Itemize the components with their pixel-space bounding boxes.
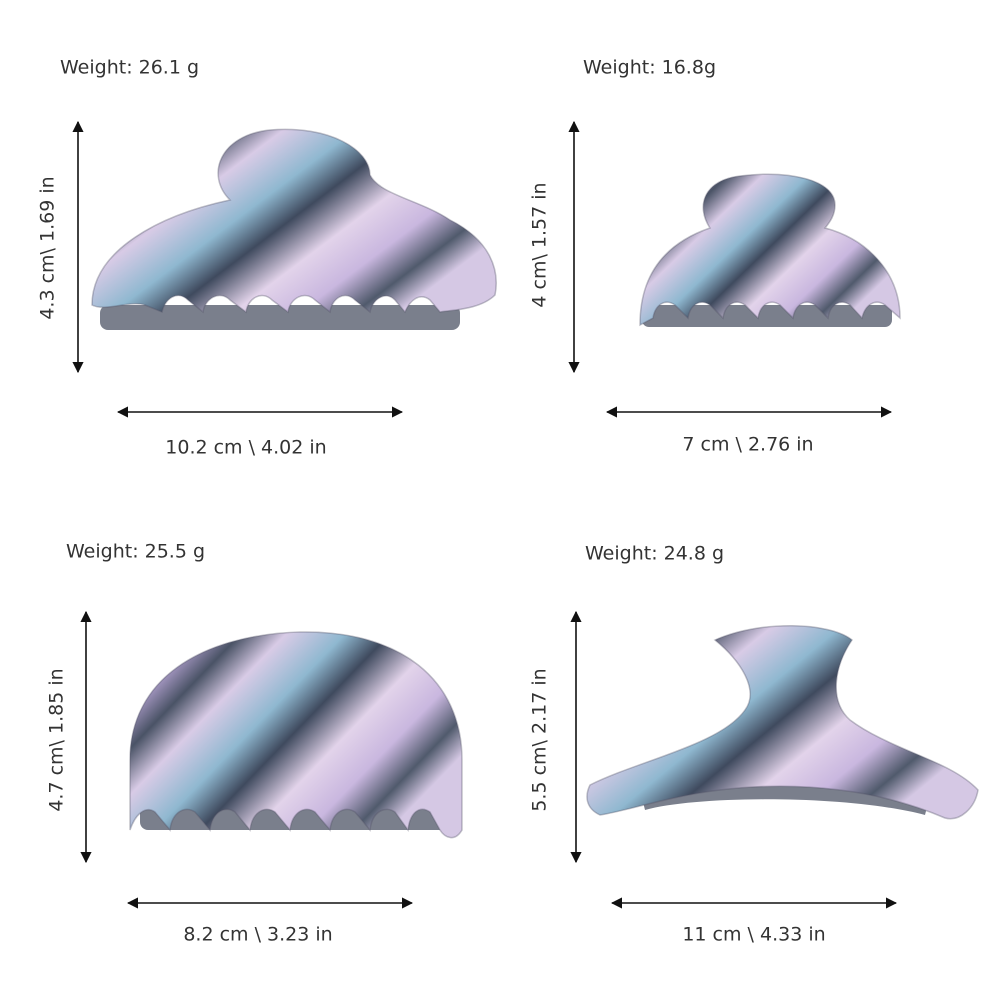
hair-clip (91, 128, 497, 330)
width-label: 8.2 cm \ 3.23 in (183, 924, 332, 946)
width-label: 10.2 cm \ 4.02 in (165, 437, 326, 459)
hair-clip (639, 173, 901, 327)
height-label: 5.5 cm\ 2.17 in (529, 668, 551, 811)
weight: Weight: 16.8g (583, 57, 716, 79)
width-label: 7 cm \ 2.76 in (682, 434, 813, 456)
hair-clip (129, 631, 463, 839)
weight: Weight: 25.5 g (66, 541, 205, 563)
height-label: 4.7 cm\ 1.85 in (46, 668, 68, 811)
height-label: 4.3 cm\ 1.69 in (37, 176, 59, 319)
height-label: 4 cm\ 1.57 in (529, 182, 551, 307)
weight: Weight: 24.8 g (585, 543, 724, 565)
weight: Weight: 26.1 g (60, 57, 199, 79)
width-label: 11 cm \ 4.33 in (682, 924, 825, 946)
hair-clip (586, 625, 979, 820)
